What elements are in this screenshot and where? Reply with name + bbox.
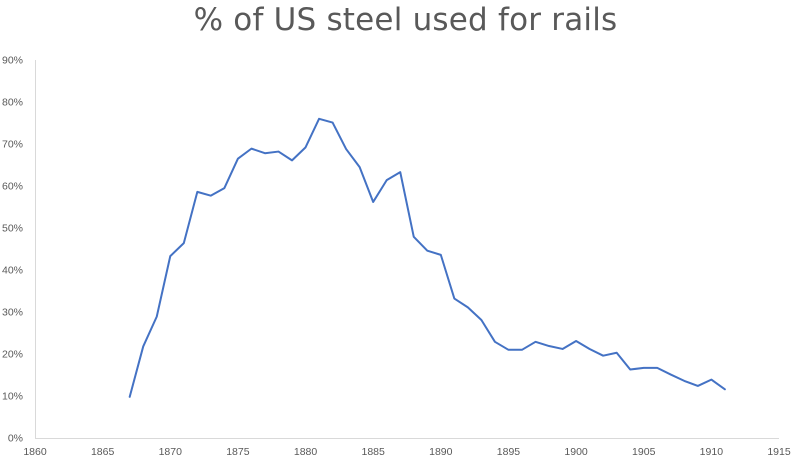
chart-title: % of US steel used for rails	[193, 2, 618, 38]
y-tick-label: 20%	[2, 349, 23, 361]
x-tick-label: 1905	[632, 446, 656, 458]
series-line	[128, 117, 726, 398]
y-axis-ticks: 0% 10% 20% 30% 40% 50% 60% 70% 80% 90%	[2, 55, 23, 445]
y-tick-label: 70%	[2, 139, 23, 151]
x-tick-label: 1890	[429, 446, 453, 458]
x-tick-label: 1860	[23, 446, 47, 458]
series-layer	[128, 117, 726, 398]
x-tick-label: 1885	[362, 446, 386, 458]
y-tick-label: 80%	[2, 97, 23, 109]
x-tick-label: 1900	[564, 446, 588, 458]
y-tick-label: 40%	[2, 265, 23, 277]
y-tick-label: 0%	[8, 433, 23, 445]
y-tick-label: 30%	[2, 307, 23, 319]
y-tick-label: 60%	[2, 181, 23, 193]
x-tick-label: 1880	[294, 446, 318, 458]
x-tick-label: 1875	[226, 446, 250, 458]
x-tick-label: 1870	[159, 446, 183, 458]
y-tick-label: 10%	[2, 391, 23, 403]
y-tick-label: 90%	[2, 55, 23, 67]
x-axis-ticks: 1860 1865 1870 1875 1880 1885 1890 1895 1900 1905…	[23, 446, 791, 458]
x-tick-label: 1910	[700, 446, 724, 458]
x-tick-label: 1895	[497, 446, 521, 458]
x-tick-label: 1915	[767, 446, 791, 458]
y-tick-label: 50%	[2, 223, 23, 235]
x-tick-label: 1865	[91, 446, 115, 458]
